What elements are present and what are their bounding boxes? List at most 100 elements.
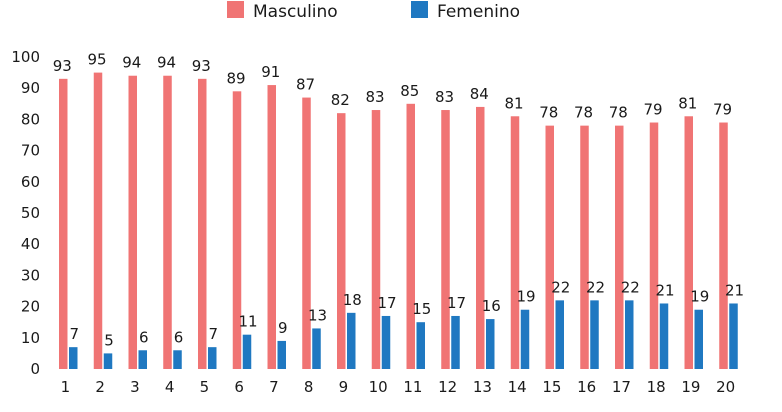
data-label-femenino: 13 xyxy=(308,306,327,324)
x-tick-label: 4 xyxy=(165,378,175,396)
bar-masculino-10 xyxy=(371,110,381,369)
x-tick-label: 13 xyxy=(473,378,492,396)
bar-masculino-5 xyxy=(198,78,207,369)
bar-masculino-16 xyxy=(580,125,589,369)
data-label-masculino: 79 xyxy=(643,101,662,119)
bar-femenino-19 xyxy=(694,309,703,369)
bar-masculino-8 xyxy=(302,97,311,369)
x-tick-label: 5 xyxy=(200,378,210,396)
data-label-masculino: 82 xyxy=(331,91,350,109)
y-tick-label: 80 xyxy=(21,110,40,128)
bar-masculino-18 xyxy=(649,122,659,370)
data-label-masculino: 93 xyxy=(53,57,72,75)
x-tick-label: 19 xyxy=(681,378,700,396)
legend-label-femenino: Femenino xyxy=(437,2,520,22)
x-tick-label: 3 xyxy=(130,378,140,396)
legend-label-masculino: Masculino xyxy=(253,2,338,22)
data-label-femenino: 16 xyxy=(482,297,501,315)
data-label-masculino: 87 xyxy=(296,76,315,94)
bar-femenino-16 xyxy=(590,300,599,369)
data-label-masculino: 79 xyxy=(713,101,732,119)
bar-femenino-7 xyxy=(277,340,286,369)
y-tick-label: 70 xyxy=(21,142,40,160)
data-label-masculino: 89 xyxy=(226,69,245,87)
bar-femenino-14 xyxy=(520,309,530,369)
data-label-masculino: 94 xyxy=(157,54,176,72)
bar-femenino-6 xyxy=(242,334,252,369)
x-tick-label: 10 xyxy=(369,378,388,396)
bar-femenino-11 xyxy=(416,322,425,369)
data-label-femenino: 22 xyxy=(621,278,640,296)
data-label-femenino: 7 xyxy=(208,325,218,343)
y-tick-label: 100 xyxy=(11,48,40,66)
data-label-femenino: 22 xyxy=(586,278,605,296)
data-label-femenino: 15 xyxy=(412,300,431,318)
data-label-femenino: 17 xyxy=(447,294,466,312)
data-label-masculino: 85 xyxy=(400,82,419,100)
data-label-femenino: 17 xyxy=(377,294,396,312)
bar-femenino-9 xyxy=(347,312,356,369)
bar-femenino-12 xyxy=(451,315,460,369)
y-tick-label: 10 xyxy=(21,329,40,347)
bar-femenino-8 xyxy=(312,328,321,369)
bar-femenino-3 xyxy=(138,350,147,369)
bar-femenino-10 xyxy=(381,315,391,369)
x-tick-label: 9 xyxy=(339,378,349,396)
data-label-masculino: 84 xyxy=(470,85,489,103)
x-tick-label: 7 xyxy=(269,378,279,396)
bar-masculino-2 xyxy=(93,72,103,369)
bar-masculino-17 xyxy=(615,125,624,369)
x-axis: 1 2 3 4 5 6 7 8 9 10 11 12 13 14 15 16 17 18 19 20 xyxy=(61,378,736,396)
x-tick-label: 20 xyxy=(716,378,735,396)
bar-femenino-5 xyxy=(208,347,217,369)
data-label-masculino: 95 xyxy=(87,51,106,69)
data-label-femenino: 19 xyxy=(516,288,535,306)
data-label-masculino: 78 xyxy=(574,104,593,122)
bar-femenino-15 xyxy=(555,300,564,369)
data-label-femenino: 7 xyxy=(69,325,79,343)
data-label-femenino: 21 xyxy=(725,281,744,299)
bar-masculino-4 xyxy=(163,75,172,369)
data-label-femenino: 9 xyxy=(278,319,288,337)
data-label-femenino: 11 xyxy=(238,313,257,331)
bar-masculino-14 xyxy=(510,116,520,369)
y-tick-label: 20 xyxy=(21,298,40,316)
x-tick-label: 6 xyxy=(234,378,244,396)
x-tick-label: 12 xyxy=(438,378,457,396)
x-tick-label: 14 xyxy=(508,378,527,396)
bar-femenino-18 xyxy=(659,303,669,369)
bar-masculino-13 xyxy=(476,106,485,370)
bar-femenino-13 xyxy=(486,319,495,369)
legend-swatch-masculino xyxy=(227,1,244,18)
legend: Masculino Femenino xyxy=(227,1,520,22)
y-tick-label: 90 xyxy=(21,79,40,97)
bar-masculino-11 xyxy=(406,103,415,370)
bar-masculino-12 xyxy=(441,110,450,369)
data-label-femenino: 18 xyxy=(343,291,362,309)
data-label-masculino: 81 xyxy=(504,94,523,112)
x-tick-label: 2 xyxy=(95,378,105,396)
x-tick-label: 16 xyxy=(577,378,596,396)
data-label-masculino: 91 xyxy=(261,63,280,81)
y-tick-label: 0 xyxy=(30,360,40,378)
data-label-masculino: 94 xyxy=(122,54,141,72)
x-tick-label: 15 xyxy=(542,378,561,396)
bar-femenino-2 xyxy=(103,353,113,369)
data-label-femenino: 6 xyxy=(174,328,184,346)
bar-femenino-17 xyxy=(625,300,634,369)
bar-femenino-20 xyxy=(729,303,738,369)
data-label-masculino: 83 xyxy=(365,88,384,106)
data-label-femenino: 19 xyxy=(690,288,709,306)
bar-masculino-15 xyxy=(545,125,554,369)
y-tick-label: 40 xyxy=(21,235,40,253)
bar-masculino-7 xyxy=(267,85,276,369)
x-tick-label: 11 xyxy=(403,378,422,396)
y-axis: 0 10 20 30 40 50 60 70 80 90 100 xyxy=(11,48,40,378)
bar-masculino-6 xyxy=(232,91,242,369)
y-tick-label: 50 xyxy=(21,204,40,222)
bar-masculino-3 xyxy=(128,75,137,369)
data-label-masculino: 81 xyxy=(678,94,697,112)
data-label-femenino: 21 xyxy=(655,281,674,299)
